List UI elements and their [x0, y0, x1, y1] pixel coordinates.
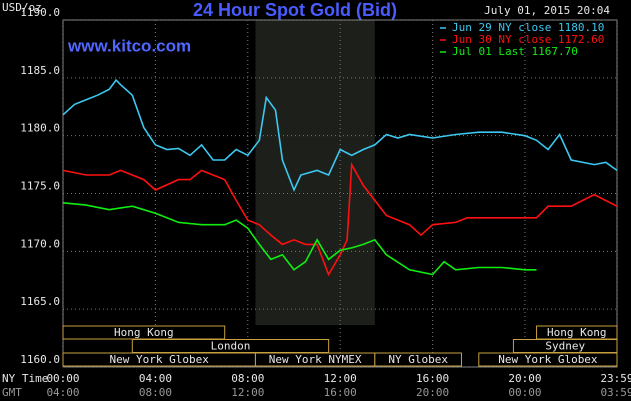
shaded-region: [255, 20, 375, 325]
session-label: New York Globex: [110, 353, 210, 366]
timestamp: July 01, 2015 20:04: [484, 4, 610, 17]
y-axis-label: USD/oz: [2, 1, 42, 14]
watermark: www.kitco.com: [67, 36, 191, 55]
x2-tick-label: 03:59: [600, 386, 631, 399]
y-tick-label: 1165.0: [20, 295, 60, 308]
session-label: New York Globex: [498, 353, 598, 366]
x-tick-label: 12:00: [324, 372, 357, 385]
x-tick-label: 20:00: [508, 372, 541, 385]
series-line: [62, 78, 618, 193]
y-tick-label: 1160.0: [20, 353, 60, 366]
x-tick-label: 23:59: [600, 372, 631, 385]
x2-tick-label: 16:00: [324, 386, 357, 399]
series-line: [62, 161, 618, 277]
session-box: [478, 352, 618, 367]
x2-tick-label: 20:00: [416, 386, 449, 399]
x2-axis-label: GMT: [2, 386, 22, 399]
x2-tick-label: 12:00: [231, 386, 264, 399]
session-label: New York NYMEX: [269, 353, 362, 366]
session-label: Sydney: [545, 340, 585, 353]
y-tick-label: 1175.0: [20, 180, 60, 193]
session-label: Hong Kong: [547, 326, 607, 339]
x-tick-label: 04:00: [139, 372, 172, 385]
legend-label: Jun 29 NY close 1180.10: [452, 21, 604, 34]
x2-tick-label: 04:00: [46, 386, 79, 399]
series-line: [62, 202, 537, 276]
x2-tick-label: 08:00: [139, 386, 172, 399]
session-label: London: [211, 340, 251, 353]
session-label: Hong Kong: [114, 326, 174, 339]
chart-title: 24 Hour Spot Gold (Bid): [193, 0, 397, 20]
session-label: NY Globex: [388, 353, 448, 366]
legend-label: Jun 30 NY close 1172.60: [452, 33, 604, 46]
y-tick-label: 1185.0: [20, 64, 60, 77]
y-tick-label: 1180.0: [20, 122, 60, 135]
session-box: [374, 352, 462, 367]
x2-tick-label: 00:00: [508, 386, 541, 399]
legend-label: Jul 01 Last 1167.70: [452, 45, 578, 58]
y-tick-label: 1170.0: [20, 237, 60, 250]
x-tick-label: 00:00: [46, 372, 79, 385]
x-axis-label: NY Time: [2, 372, 48, 385]
x-tick-label: 08:00: [231, 372, 264, 385]
x-tick-label: 16:00: [416, 372, 449, 385]
y-tick-label: 1190.0: [20, 6, 60, 19]
